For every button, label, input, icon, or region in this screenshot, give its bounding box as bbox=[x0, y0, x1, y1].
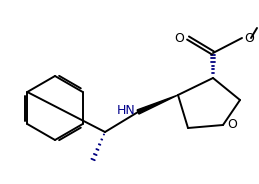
Text: O: O bbox=[174, 31, 184, 45]
Text: O: O bbox=[227, 118, 237, 132]
Polygon shape bbox=[137, 95, 178, 114]
Text: O: O bbox=[244, 31, 254, 45]
Text: HN: HN bbox=[117, 105, 136, 118]
